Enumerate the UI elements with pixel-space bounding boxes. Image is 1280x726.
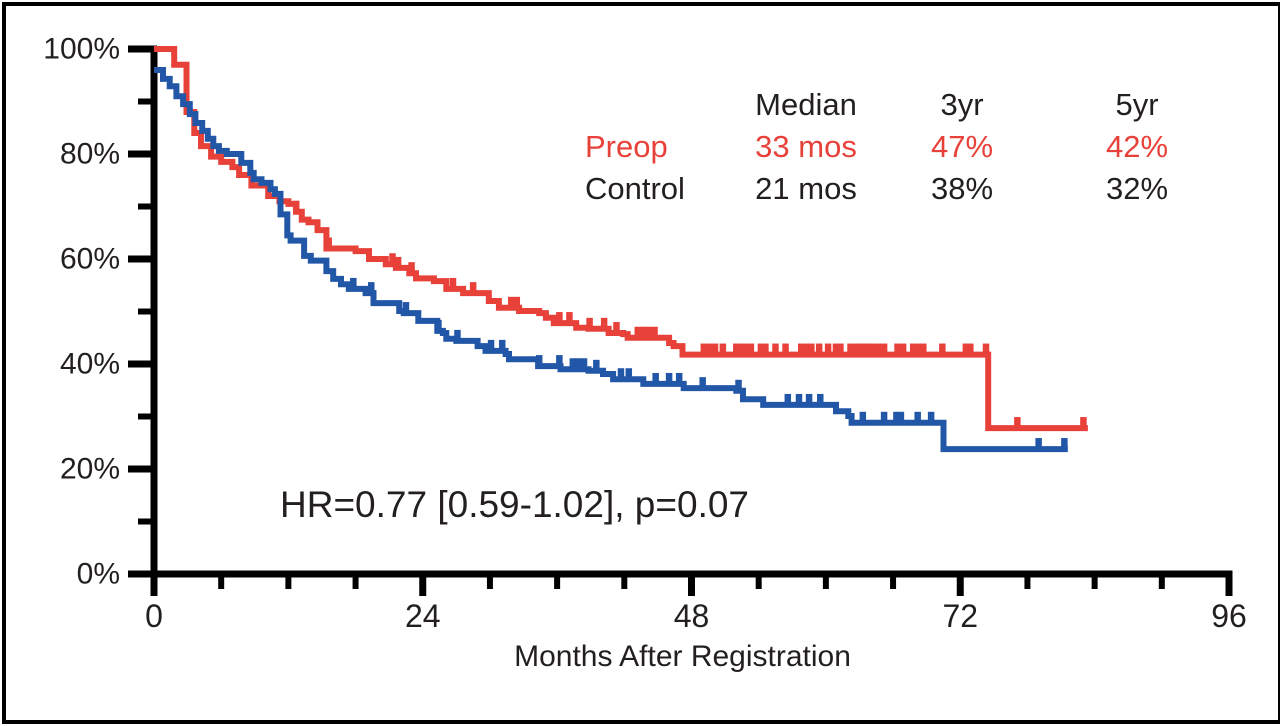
stats-header-5yr: 5yr [1115, 87, 1159, 122]
stats-preop-5yr: 42% [1105, 129, 1169, 164]
stats-column-median: Median 33 mos 21 mos [696, 84, 916, 210]
stats-header-3yr: 3yr [940, 87, 984, 122]
stats-control-3yr: 38% [930, 171, 994, 206]
stats-label-control: Control [585, 171, 685, 206]
x-axis-title: Months After Registration [514, 640, 851, 673]
y-tick-label: 40% [60, 348, 120, 381]
hazard-ratio-annotation: HR=0.77 [0.59-1.02], p=0.07 [280, 484, 750, 525]
control-survival-curve [154, 67, 1068, 453]
stats-label-preop: Preop [585, 129, 668, 164]
y-tick-label: 60% [60, 243, 120, 276]
stats-preop-3yr: 47% [930, 129, 994, 164]
y-tick-label: 20% [60, 453, 120, 486]
x-tick-label: 24 [405, 598, 441, 634]
stats-preop-median: 33 mos [755, 129, 857, 164]
stats-column-5yr: 5yr 42% 32% [1057, 84, 1217, 210]
stats-column-labels: Preop Control [585, 84, 755, 210]
x-tick-label: 48 [674, 598, 710, 634]
x-tick-label: 0 [145, 598, 163, 634]
stats-control-median: 21 mos [755, 171, 857, 206]
y-tick-label: 100% [43, 33, 120, 66]
stats-control-5yr: 32% [1105, 171, 1169, 206]
x-tick-label: 72 [942, 598, 978, 634]
stats-column-3yr: 3yr 47% 38% [882, 84, 1042, 210]
y-tick-label: 0% [77, 558, 120, 591]
stats-header-median: Median [755, 87, 857, 122]
x-tick-label: 96 [1211, 598, 1247, 634]
y-tick-label: 80% [60, 138, 120, 171]
